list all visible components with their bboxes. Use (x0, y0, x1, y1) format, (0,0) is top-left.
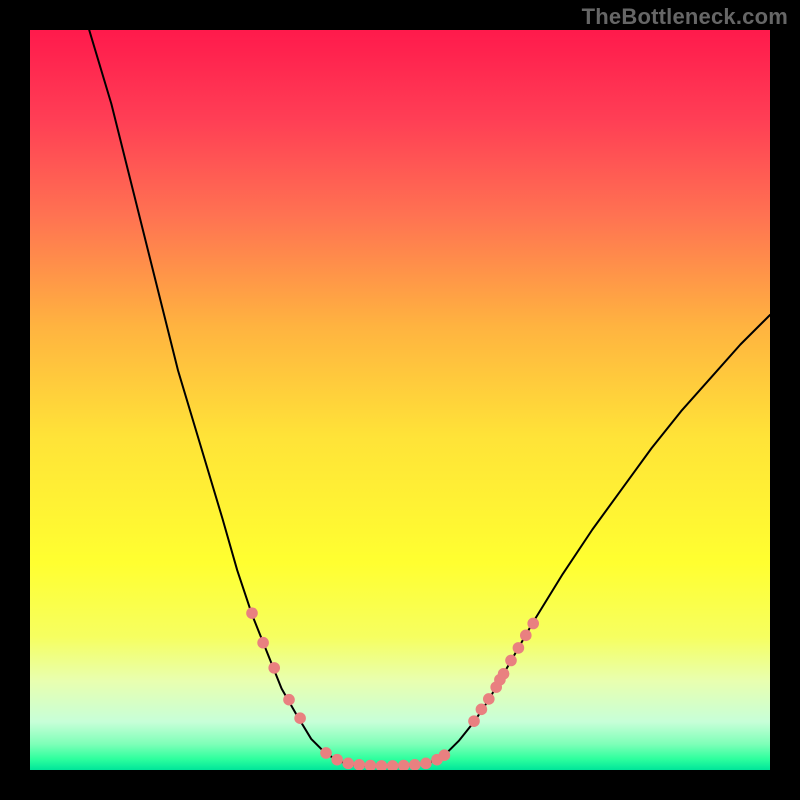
marker-dot (246, 607, 258, 619)
marker-dot (476, 704, 488, 716)
marker-dot (283, 694, 295, 706)
marker-dot (468, 715, 480, 727)
marker-dot (527, 618, 539, 630)
curve-path (89, 30, 770, 766)
plot-area (30, 30, 770, 770)
marker-dot (505, 655, 517, 667)
marker-dot (483, 693, 495, 705)
marker-dot (398, 760, 410, 770)
marker-dot (520, 630, 532, 642)
marker-dot (320, 747, 332, 759)
marker-dot (294, 712, 306, 724)
marker-dot (331, 754, 343, 766)
marker-dot (513, 642, 525, 654)
marker-dot (409, 759, 421, 770)
marker-dot (257, 637, 269, 649)
marker-dot (365, 760, 377, 770)
marker-dot (439, 749, 451, 761)
marker-group (246, 607, 539, 770)
marker-dot (342, 758, 354, 770)
marker-dot (268, 662, 280, 674)
marker-dot (498, 668, 510, 680)
marker-dot (420, 758, 432, 770)
marker-dot (354, 759, 366, 770)
marker-dot (376, 760, 388, 770)
chart-svg (30, 30, 770, 770)
watermark-text: TheBottleneck.com (582, 4, 788, 30)
marker-dot (387, 760, 399, 770)
chart-frame: TheBottleneck.com (0, 0, 800, 800)
